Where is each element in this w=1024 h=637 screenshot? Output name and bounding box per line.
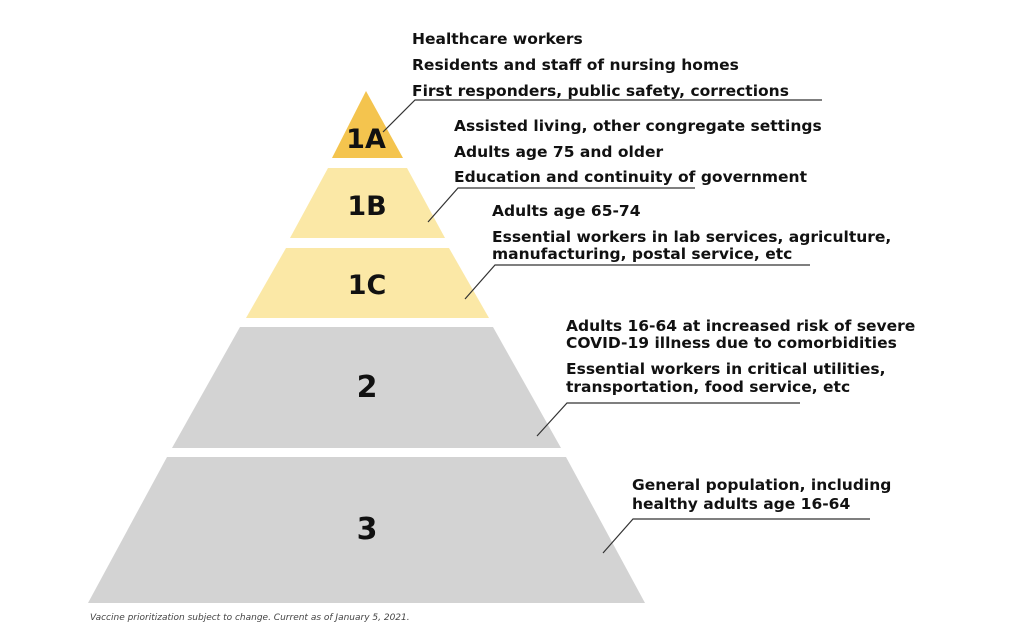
leader-line-1b — [427, 187, 695, 223]
tier-3-label: 3 — [357, 512, 378, 547]
tier-3-group-2: healthy adults age 16-64 — [632, 495, 851, 513]
tier-1a-label: 1A — [346, 124, 386, 155]
leader-line-1c — [464, 264, 810, 300]
tier-1b-group-3: Education and continuity of government — [454, 168, 807, 186]
tier-2-group-4: transportation, food service, etc — [566, 378, 851, 396]
tier-1b-group-1: Assisted living, other congregate settin… — [454, 117, 822, 135]
leader-line-2 — [536, 402, 800, 437]
tier-2-group-1: Adults 16-64 at increased risk of severe — [566, 317, 916, 335]
leader-line-3 — [602, 518, 870, 554]
tier-1c-group-1: Adults age 65-74 — [492, 202, 641, 220]
footnote: Vaccine prioritization subject to change… — [90, 613, 410, 623]
tier-1a-shape — [332, 91, 403, 158]
tier-1c-shape — [246, 248, 489, 318]
tier-1c-group-2: Essential workers in lab services, agric… — [492, 228, 892, 246]
tier-2-group-3: Essential workers in critical utilities, — [566, 360, 886, 378]
tier-1a-group-1: Healthcare workers — [412, 30, 583, 48]
tier-1c-label: 1C — [348, 270, 387, 301]
leader-line-1a — [382, 99, 822, 133]
tier-3-shape — [88, 457, 645, 603]
tier-1b-shape — [290, 168, 445, 238]
tier-1b-group-2: Adults age 75 and older — [454, 143, 664, 161]
tier-2-label: 2 — [357, 370, 378, 405]
tier-1b-label: 1B — [347, 191, 386, 222]
tier-1c-group-3: manufacturing, postal service, etc — [492, 245, 793, 263]
tier-3-group-1: General population, including — [632, 476, 892, 494]
tier-2-group-2: COVID-19 illness due to comorbidities — [566, 334, 897, 352]
tier-1a-group-3: First responders, public safety, correct… — [412, 82, 789, 100]
tier-1a-group-2: Residents and staff of nursing homes — [412, 56, 739, 74]
tier-2-shape — [172, 327, 561, 448]
